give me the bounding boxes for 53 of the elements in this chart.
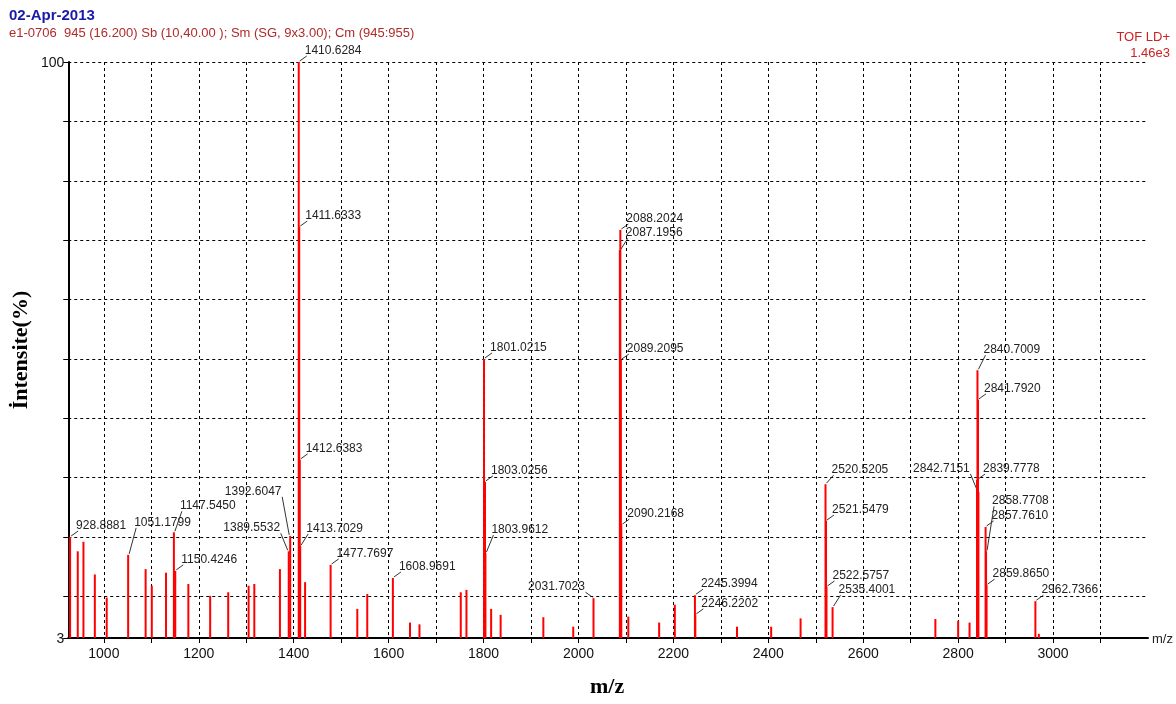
x-tick-label: 1400 — [278, 645, 310, 661]
x-tick-label: 2800 — [942, 645, 974, 661]
annotation: 2088.2024 — [626, 211, 684, 226]
annotation: 1608.9691 — [398, 559, 456, 574]
x-tick-label: 1800 — [467, 645, 500, 661]
annotation: 2246.2202 — [701, 595, 759, 610]
x-tick-label: 2000 — [562, 645, 595, 661]
y-tick-label: 100 — [40, 54, 65, 70]
annotation: 1413.7029 — [306, 520, 364, 535]
annotation: 2839.7778 — [983, 461, 1041, 476]
annotation: 1477.7697 — [336, 545, 394, 560]
x-tick-label: 2200 — [657, 645, 690, 661]
text: m/z — [590, 672, 625, 698]
y-axis-title: İntensite(%) — [6, 290, 32, 410]
x-tick-label: 1200 — [183, 645, 215, 661]
annotation: 2840.7009 — [983, 342, 1041, 357]
annotation: 1412.6383 — [305, 440, 363, 455]
annotation: 1389.5532 — [223, 520, 281, 535]
text: TOF LD+ — [1116, 29, 1170, 44]
annotation: 1803.9612 — [491, 522, 549, 537]
annotation: 1411.6333 — [305, 208, 362, 223]
annotation: 2962.7366 — [1041, 582, 1099, 597]
annotation: 1392.6047 — [224, 483, 282, 498]
annotation: 2859.8650 — [992, 566, 1050, 581]
annotation: 2520.5205 — [831, 462, 889, 477]
annotation: 1051.1799 — [134, 514, 192, 529]
annotation: 1803.0256 — [490, 462, 549, 477]
annotation: 1150.4246 — [181, 551, 238, 566]
annotation: 2089.2095 — [626, 341, 684, 356]
x-tick-label: 1600 — [373, 645, 405, 661]
x-tick-label: 3000 — [1037, 645, 1069, 661]
chart-subtitle: e1-0706 945 (16.200) Sb (10,40.00 ); Sm (SG, 9x3.00); Cm (945:955) — [9, 25, 415, 40]
annotation: 2522.5757 — [832, 567, 890, 582]
x-tick-label: 1000 — [88, 645, 120, 661]
annotation: 2858.7708 — [992, 493, 1050, 508]
annotation: 2087.1956 — [625, 225, 683, 240]
x-tick-label: 2600 — [847, 645, 880, 661]
x-axis-title: m/z — [1152, 630, 1173, 646]
annotation: 2031.7023 — [528, 579, 586, 594]
annotation: 2090.2168 — [627, 506, 685, 521]
x-tick-label: 2400 — [752, 645, 785, 661]
annotation: 2535.4001 — [838, 582, 896, 597]
y-tick-label: 3 — [56, 630, 65, 646]
annotation: 1147.5450 — [179, 498, 237, 513]
annotation: 2245.3994 — [700, 576, 758, 591]
annotation: 928.8881 — [76, 518, 127, 533]
annotation: 2842.7151 — [913, 460, 971, 475]
chart-title: 02-Apr-2013 — [9, 6, 95, 23]
annotation: 2521.5479 — [832, 502, 890, 517]
text: 1.46e3 — [1130, 45, 1170, 60]
annotation: 2841.7920 — [983, 380, 1042, 395]
annotation: 1801.0215 — [490, 339, 548, 354]
annotation: 1410.6284 — [304, 43, 362, 57]
